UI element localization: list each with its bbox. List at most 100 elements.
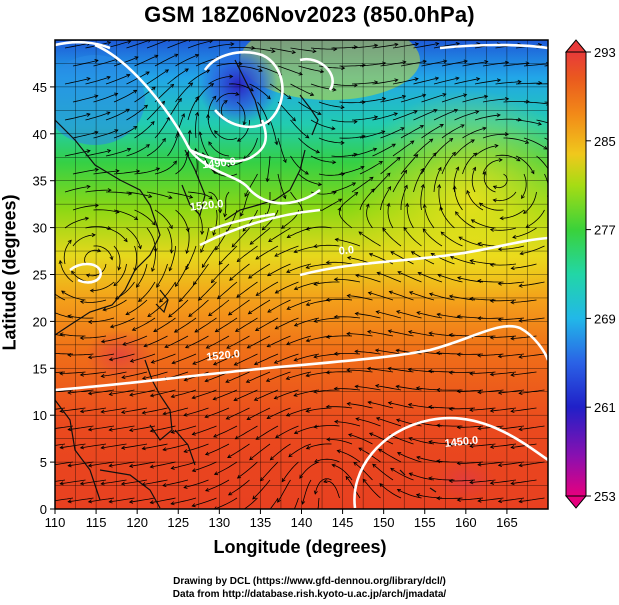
streamline — [367, 368, 394, 373]
streamline — [159, 281, 176, 303]
streamline — [318, 101, 344, 108]
streamline-arrow — [518, 283, 523, 288]
height-contour-line — [299, 57, 334, 91]
streamline-arrow — [79, 299, 85, 304]
streamline-arrow — [227, 311, 233, 316]
streamline-arrow — [408, 291, 414, 295]
streamline — [400, 154, 418, 175]
streamline-arrow — [40, 330, 43, 333]
streamline-arrow — [372, 147, 378, 152]
streamline-arrow — [291, 117, 296, 122]
streamline — [397, 452, 422, 463]
streamline-arrow — [477, 390, 482, 395]
streamline-arrow — [428, 331, 433, 336]
streamline — [146, 191, 173, 199]
streamline — [520, 245, 545, 255]
streamline — [332, 464, 353, 481]
streamline-arrow — [233, 397, 238, 402]
streamline — [355, 274, 381, 283]
streamline — [457, 353, 484, 355]
streamline — [441, 94, 467, 103]
streamline-arrow — [410, 251, 416, 255]
streamline — [490, 479, 517, 484]
streamline-arrow — [510, 481, 515, 486]
x-tick-label: 165 — [496, 515, 518, 530]
streamline — [299, 461, 320, 479]
streamline-arrow — [181, 113, 185, 118]
streamline-arrow — [489, 480, 495, 485]
contour-labels: 1520.0 1450.0 1490.0 1520.0 0.0 — [189, 156, 478, 450]
streamline-arrow — [518, 499, 523, 504]
streamline-arrow — [333, 314, 338, 319]
streamline — [420, 184, 424, 211]
streamline — [318, 198, 342, 211]
streamline — [429, 293, 455, 301]
streamline — [433, 167, 442, 193]
streamline — [212, 209, 218, 236]
streamline-arrow — [183, 449, 188, 454]
streamline-arrow — [478, 202, 484, 207]
streamline-arrow — [100, 373, 105, 378]
streamline-arrow — [313, 281, 318, 286]
streamline-arrow — [492, 198, 497, 203]
streamline — [234, 353, 258, 366]
streamline-arrow — [100, 481, 105, 486]
streamline-arrow — [293, 286, 299, 291]
contour-label: 1520.0 — [206, 348, 241, 363]
streamline-arrow — [204, 378, 209, 383]
streamline-arrow — [422, 228, 427, 233]
streamline — [187, 191, 213, 200]
streamline-arrow — [358, 231, 363, 236]
streamline — [218, 245, 238, 265]
streamline — [310, 47, 337, 50]
streamline-arrow — [79, 481, 85, 486]
y-tick-label: 30 — [33, 221, 47, 236]
colorbar-max-arrow — [564, 39, 588, 53]
streamline-arrow — [170, 429, 175, 434]
streamline-arrow — [265, 178, 270, 183]
streamline-arrow — [448, 370, 453, 375]
streamline — [478, 461, 504, 466]
streamline-arrow — [109, 324, 115, 329]
coastline — [55, 399, 101, 501]
streamline — [60, 443, 86, 449]
streamline — [290, 47, 316, 52]
streamline — [267, 299, 291, 313]
streamline-arrow — [107, 188, 112, 193]
streamline — [396, 310, 422, 319]
streamline-arrow — [151, 267, 155, 272]
streamline — [229, 263, 250, 281]
x-tick-label: 135 — [250, 515, 272, 530]
streamline — [334, 316, 361, 319]
streamline — [228, 479, 250, 496]
streamline-arrow — [415, 493, 421, 498]
streamline — [421, 93, 447, 103]
streamline-arrow — [505, 96, 510, 102]
height-contours — [55, 40, 548, 509]
streamline — [351, 176, 374, 193]
credit-drawing: Drawing by DCL (https://www.gfd-dennou.o… — [173, 576, 446, 587]
streamline — [85, 150, 111, 157]
streamline — [377, 272, 402, 283]
streamline-arrow — [338, 198, 343, 203]
height-contour-line — [94, 43, 321, 205]
streamline — [318, 65, 345, 69]
streamline — [237, 119, 250, 142]
streamline — [64, 42, 91, 49]
streamline — [80, 335, 107, 339]
streamline — [246, 407, 271, 420]
streamline — [255, 317, 279, 331]
streamline — [462, 95, 488, 103]
streamline-arrow — [113, 282, 118, 287]
streamline-arrow — [413, 110, 418, 114]
streamline-arrow — [378, 448, 383, 453]
streamline — [64, 78, 91, 85]
streamline-arrow — [475, 110, 480, 115]
colorbar-label: 277 — [594, 223, 616, 238]
streamline — [498, 497, 525, 502]
streamline — [55, 312, 74, 319]
streamline-arrow — [470, 139, 475, 144]
streamline-arrow — [253, 397, 259, 401]
streamline — [286, 263, 312, 273]
streamline — [286, 407, 312, 417]
